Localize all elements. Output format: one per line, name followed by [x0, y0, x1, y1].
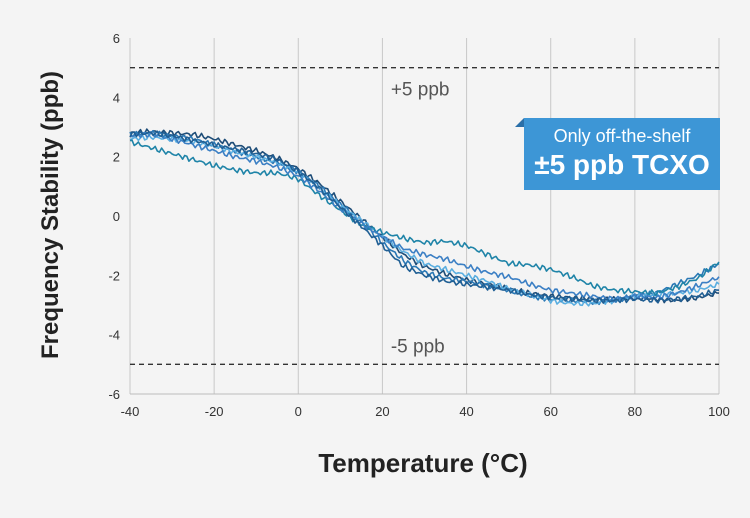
- x-axis-ticks: -40 -20 0 20 40 60 80 100: [121, 404, 730, 419]
- y-axis-ticks: -6 -4 -2 0 2 4 6: [108, 31, 120, 402]
- x-tick-label: 0: [295, 404, 302, 419]
- reference-lines: +5 ppb -5 ppb: [130, 66, 719, 366]
- x-tick-label: -20: [205, 404, 224, 419]
- x-tick-label: 40: [459, 404, 473, 419]
- x-tick-label: 20: [375, 404, 389, 419]
- x-tick-label: 80: [628, 404, 642, 419]
- series-group: [129, 128, 720, 307]
- x-axis-title: Temperature (°C): [318, 448, 527, 478]
- x-tick-label: -40: [121, 404, 140, 419]
- y-tick-label: 2: [113, 150, 120, 165]
- y-tick-label: -4: [108, 328, 120, 343]
- y-tick-label: 0: [113, 209, 120, 224]
- callout-line-2: ±5 ppb TCXO: [534, 149, 710, 180]
- y-tick-label: -2: [108, 268, 120, 283]
- y-tick-label: 4: [113, 90, 120, 105]
- y-tick-label: -6: [108, 387, 120, 402]
- x-tick-label: 60: [543, 404, 557, 419]
- callout-line-1: Only off-the-shelf: [553, 126, 691, 146]
- series-line: [129, 139, 720, 297]
- reference-line-label: -5 ppb: [391, 336, 445, 357]
- callout-badge: Only off-the-shelf ±5 ppb TCXO: [515, 118, 720, 190]
- y-axis-title: Frequency Stability (ppb): [37, 71, 64, 359]
- series-line: [130, 131, 720, 303]
- grid: [129, 38, 720, 395]
- reference-line-label: +5 ppb: [391, 80, 450, 101]
- x-tick-label: 100: [708, 404, 730, 419]
- series-line: [129, 130, 720, 304]
- y-tick-label: 6: [113, 31, 120, 46]
